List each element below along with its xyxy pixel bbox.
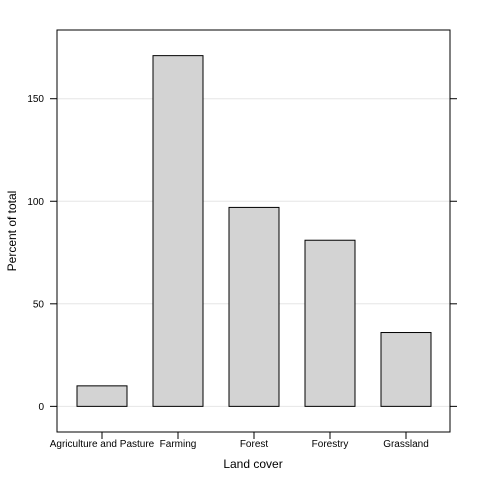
- x-category-label-4: Grassland: [383, 439, 429, 450]
- y-tick-label-0: 0: [38, 402, 44, 413]
- bar-forestry: [304, 239, 356, 407]
- bar-agriculture-and-pasture: [76, 385, 128, 407]
- bar-forest: [228, 206, 280, 407]
- y-tick-label-50: 50: [33, 299, 45, 310]
- x-category-label-3: Forestry: [312, 439, 349, 450]
- x-category-label-0: Agriculture and Pasture: [50, 439, 155, 450]
- y-axis-ticks: 0 50 100 150: [27, 94, 457, 413]
- x-axis-category-labels: Agriculture and Pasture Farming Forest Fore…: [50, 432, 429, 450]
- bars: [76, 55, 432, 407]
- y-tick-label-100: 100: [27, 197, 44, 208]
- y-axis-title: Percent of total: [5, 191, 19, 272]
- x-axis-title: Land cover: [223, 457, 282, 471]
- y-tick-label-150: 150: [27, 94, 44, 105]
- x-category-label-2: Forest: [240, 439, 269, 450]
- bar-farming: [152, 55, 204, 407]
- bar-grassland: [380, 332, 432, 407]
- x-category-label-1: Farming: [160, 439, 197, 450]
